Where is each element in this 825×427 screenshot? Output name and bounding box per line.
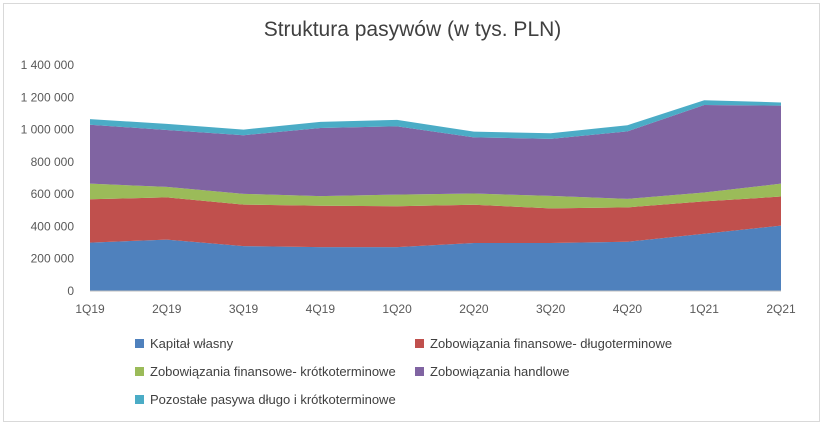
x-tick-label: 3Q19 [229,302,259,316]
series-area-0 [90,225,781,291]
x-tick-label: 4Q20 [613,302,643,316]
y-tick-label: 0 [67,284,74,298]
y-tick-label: 600 000 [31,187,75,201]
series-area-3 [90,105,781,199]
y-tick-label: 200 000 [31,252,75,266]
x-tick-label: 3Q20 [536,302,566,316]
y-tick-label: 800 000 [31,155,75,169]
y-tick-label: 1 200 000 [21,90,75,104]
x-tick-label: 2Q21 [766,302,796,316]
x-tick-label: 4Q19 [306,302,336,316]
y-tick-label: 1 400 000 [21,58,75,72]
x-tick-label: 2Q20 [459,302,489,316]
series-area-1 [90,196,781,248]
y-tick-label: 1 000 000 [21,123,75,137]
series-area-4 [90,100,781,139]
y-tick-label: 400 000 [31,219,75,233]
x-tick-label: 1Q21 [690,302,720,316]
chart-title: Struktura pasywów (w tys. PLN) [263,18,562,41]
x-tick-label: 1Q20 [382,302,412,316]
series-area-2 [90,183,781,209]
x-tick-label: 2Q19 [152,302,182,316]
x-tick-label: 1Q19 [75,302,105,316]
